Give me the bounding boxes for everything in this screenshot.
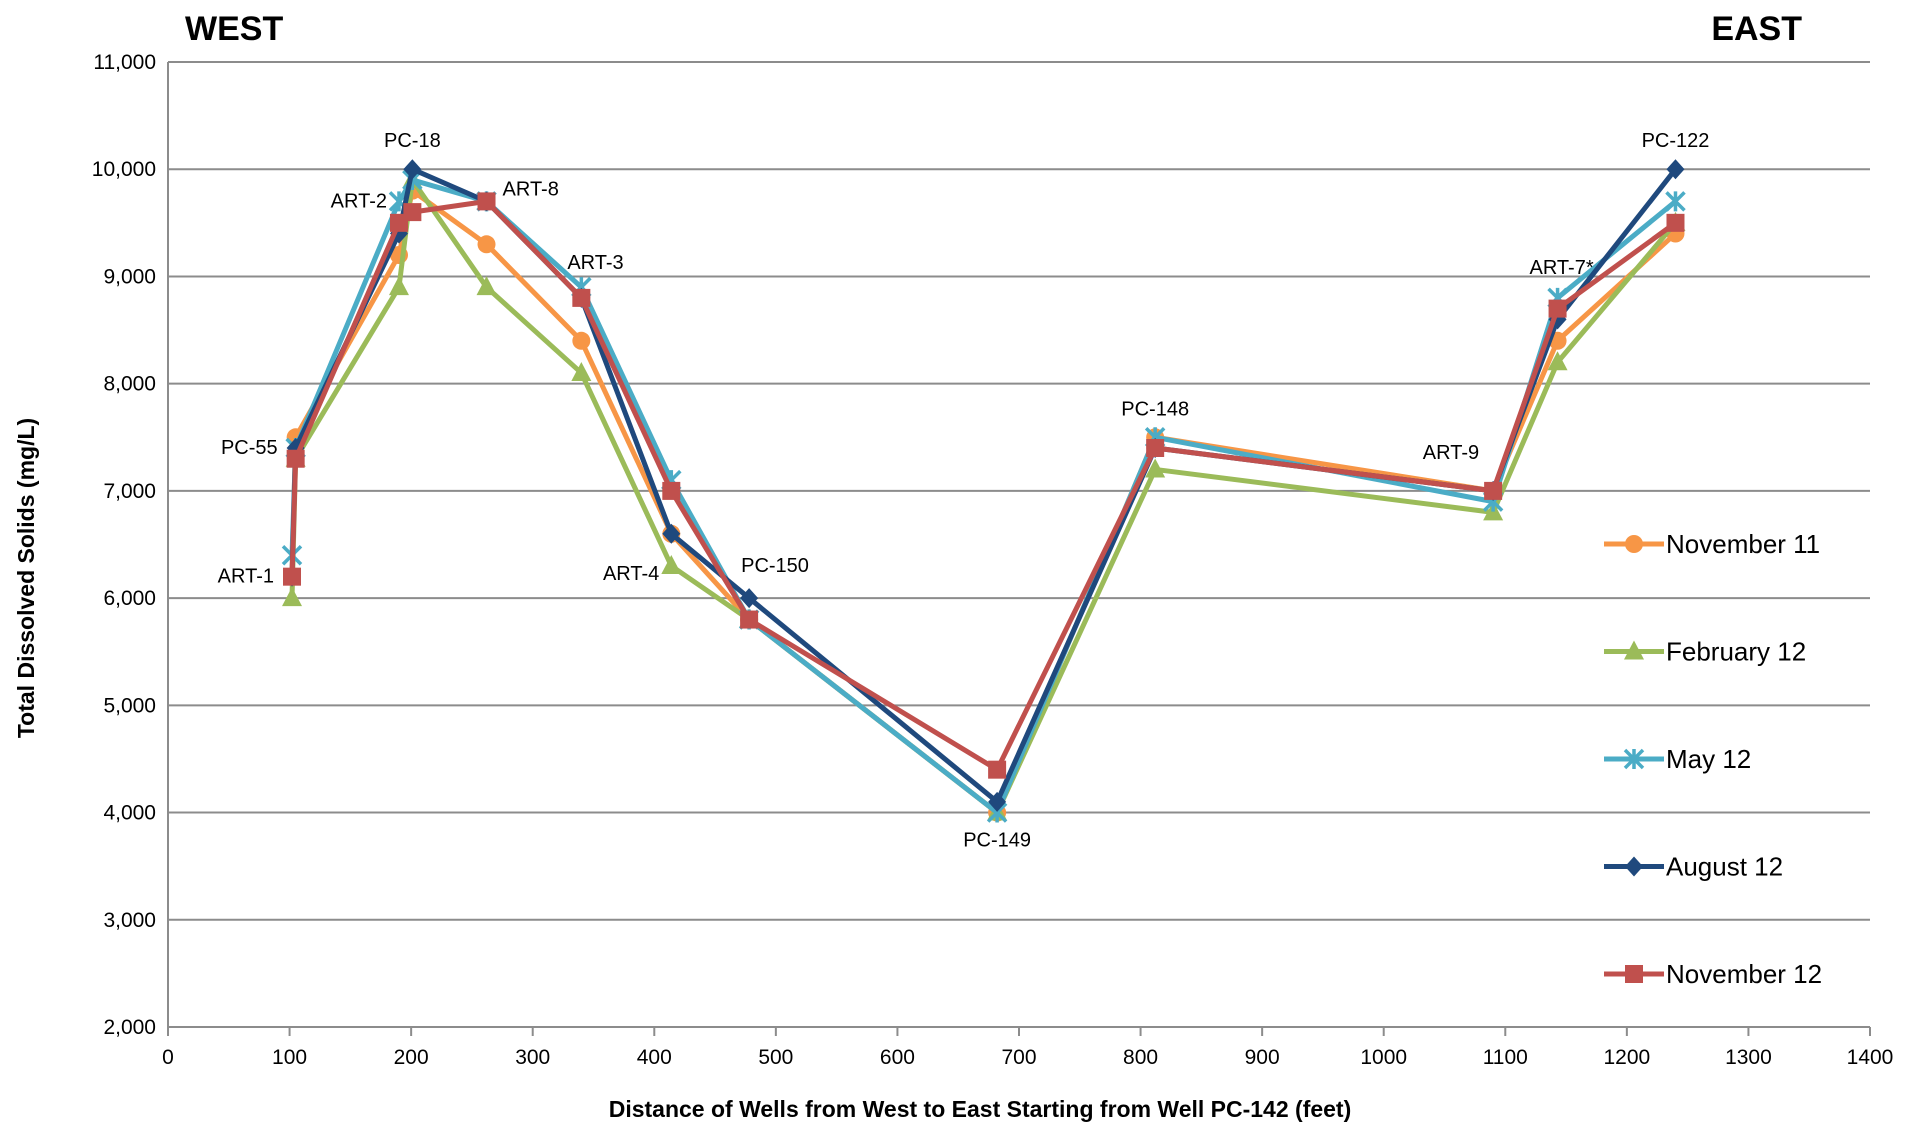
x-tick-label: 1200 (1603, 1046, 1650, 1069)
well-label: PC-122 (1642, 130, 1710, 152)
data-point (661, 554, 682, 574)
series-november-12 (283, 192, 1685, 779)
legend-item: May 12 (1604, 744, 1751, 774)
data-point (282, 587, 303, 607)
data-point (662, 481, 681, 500)
series-line (289, 188, 1678, 816)
legend-label: November 11 (1666, 529, 1820, 559)
x-tick-label: 1400 (1847, 1046, 1894, 1069)
legend-marker (1623, 748, 1645, 770)
data-point (403, 203, 422, 222)
data-point (1666, 213, 1685, 232)
well-label: PC-18 (384, 130, 441, 152)
data-point (1146, 439, 1165, 457)
legend-marker (1625, 965, 1643, 983)
legend-label: May 12 (1666, 744, 1751, 774)
west-label: WEST (185, 10, 283, 48)
well-label: ART-3 (567, 252, 623, 274)
legend-item: August 12 (1604, 852, 1783, 882)
y-tick-label: 2,000 (103, 1016, 156, 1039)
x-tick-labels: 0 100 200 300 400 500 600 700 800 900 1000 1100 1200… (162, 1027, 1893, 1069)
y-tick-label: 7,000 (103, 480, 156, 503)
data-point (1484, 481, 1503, 500)
y-tick-labels: 2,000 3,000 4,000 5,000 6,000 7,000 8,000 9,000… (92, 51, 156, 1039)
series-line (289, 198, 1677, 773)
legend-marker (1624, 640, 1644, 660)
data-point (477, 192, 496, 211)
data-point (1665, 191, 1686, 212)
x-tick-label: 400 (637, 1046, 672, 1069)
x-tick-label: 200 (394, 1046, 429, 1069)
x-tick-label: 800 (1123, 1046, 1158, 1069)
data-point (283, 567, 302, 586)
x-tick-label: 1100 (1483, 1046, 1528, 1069)
data-point (1547, 351, 1568, 371)
well-label: ART-2 (331, 190, 387, 212)
y-tick-label: 9,000 (103, 265, 156, 288)
y-tick-label: 10,000 (92, 158, 156, 181)
well-label: PC-148 (1121, 398, 1189, 420)
x-tick-label: 1000 (1360, 1046, 1407, 1069)
data-point (1145, 458, 1166, 478)
legend-item: November 12 (1604, 959, 1822, 989)
well-label: ART-9 (1423, 442, 1479, 464)
data-point (476, 276, 497, 296)
data-point (572, 331, 591, 350)
well-labels: ART-1 PC-55 ART-2 PC-18 ART-8 ART-3 ART-4 PC-15… (218, 130, 1710, 851)
x-tick-label: 100 (272, 1046, 307, 1069)
legend-label: February 12 (1666, 637, 1806, 667)
legend: November 11 February 12 May 12 August 12 Nov… (1604, 529, 1822, 989)
data-point (1548, 299, 1567, 318)
y-tick-label: 3,000 (103, 909, 156, 932)
gridlines (168, 61, 1870, 1028)
y-tick-label: 11,000 (93, 51, 156, 74)
data-point (571, 361, 592, 381)
y-axis-title: Total Dissolved Solids (mg/L) (13, 418, 39, 738)
legend-item: February 12 (1604, 637, 1806, 667)
well-label: PC-149 (963, 830, 1031, 852)
series-november-11 (283, 181, 1685, 822)
well-label: PC-55 (221, 437, 278, 459)
series-line (289, 177, 1678, 816)
x-tick-label: 0 (162, 1046, 174, 1069)
data-series (281, 159, 1686, 823)
data-point (286, 449, 305, 468)
data-point (988, 791, 1007, 812)
x-tick-label: 900 (1245, 1046, 1280, 1069)
y-tick-label: 4,000 (103, 802, 156, 825)
data-point (388, 276, 409, 296)
y-tick-label: 6,000 (103, 587, 156, 610)
data-point (477, 235, 496, 254)
data-point (740, 610, 759, 629)
data-point (403, 159, 422, 180)
data-point (740, 588, 759, 609)
legend-marker (1625, 856, 1643, 877)
data-point (1666, 159, 1685, 180)
well-label: PC-150 (741, 555, 809, 577)
well-label: ART-4 (603, 563, 659, 585)
well-label: ART-1 (218, 566, 274, 588)
x-tick-label: 700 (1001, 1046, 1036, 1069)
data-point (662, 523, 681, 544)
x-tick-label: 300 (515, 1046, 550, 1069)
x-axis-title: Distance of Wells from West to East Star… (609, 1096, 1352, 1122)
legend-marker (1625, 535, 1643, 553)
legend-label: August 12 (1666, 852, 1783, 882)
legend-item: November 11 (1604, 529, 1820, 559)
y-tick-label: 5,000 (103, 694, 156, 717)
well-label: ART-7* (1530, 257, 1594, 279)
east-label: EAST (1711, 10, 1802, 48)
series-february-12 (282, 168, 1686, 821)
x-tick-label: 1300 (1725, 1046, 1772, 1069)
y-tick-label: 8,000 (103, 373, 156, 396)
legend-label: November 12 (1666, 959, 1822, 989)
data-point (572, 288, 591, 307)
data-point (988, 760, 1007, 779)
x-tick-label: 500 (758, 1046, 793, 1069)
well-label: ART-8 (503, 178, 559, 200)
series-may-12 (281, 169, 1686, 823)
x-tick-label: 600 (880, 1046, 915, 1069)
